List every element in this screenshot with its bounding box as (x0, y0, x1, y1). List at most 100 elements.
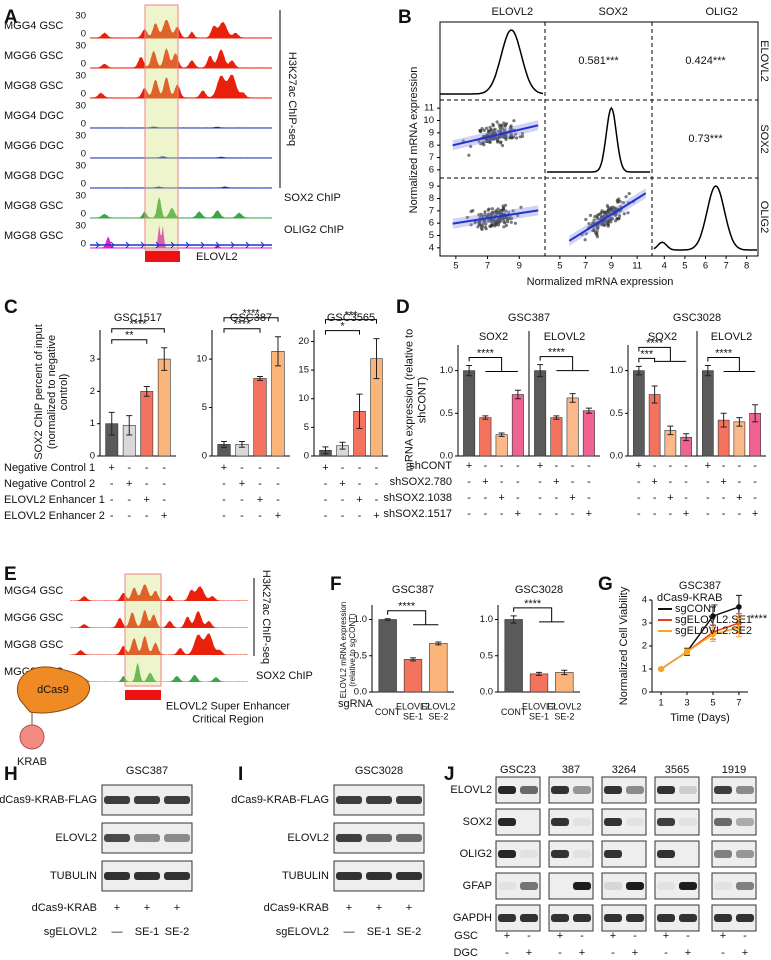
condition-sign: - (467, 476, 471, 488)
condition-sign: - (276, 462, 280, 474)
significance-bracket (539, 356, 589, 372)
scatter-point (490, 223, 494, 227)
scatter-point (481, 221, 485, 225)
scatter-point (621, 201, 626, 205)
y-tick-label: 6 (429, 164, 434, 175)
treatment-sign: + (685, 947, 691, 959)
condition-sign: + (161, 510, 167, 522)
scatter-point (485, 126, 489, 130)
x-tick-label: 5 (453, 261, 458, 272)
x-tick-label: 9 (517, 261, 522, 272)
track-max: 30 (75, 131, 86, 142)
y-tick-label: 5 (429, 230, 434, 241)
group-label: H3K27ac ChIP-seq (286, 52, 298, 146)
scatter-point (490, 207, 494, 211)
error-bar (221, 440, 227, 448)
band (498, 850, 516, 858)
band (498, 818, 516, 826)
scatter-point (503, 221, 507, 225)
track-max: 30 (75, 221, 86, 232)
condition-sign: - (516, 460, 520, 472)
band (396, 834, 422, 842)
scatter-point (511, 209, 515, 213)
condition-sign: - (722, 460, 726, 472)
gene-arrow (200, 241, 205, 249)
scatter-point (519, 205, 523, 209)
significance-bracket (387, 610, 439, 626)
y-tick-label: 9 (429, 181, 434, 192)
scatter-point (597, 213, 601, 217)
gene-arrow (230, 241, 235, 249)
scatter-point (584, 217, 588, 222)
gene-arrow (125, 241, 130, 249)
error-bar (585, 407, 592, 414)
y-tick-label: 0.0 (354, 687, 367, 698)
band (679, 786, 697, 794)
scatter-point (493, 136, 497, 140)
error-bar (275, 336, 281, 367)
blot-row-label: GFAP (463, 880, 492, 892)
condition-sign: - (722, 508, 726, 520)
condition-sign: - (571, 476, 575, 488)
band (657, 882, 675, 890)
error-bar (384, 618, 391, 621)
scatter-point (606, 205, 610, 209)
highlight (144, 4, 179, 251)
scatter-point (609, 216, 614, 220)
band (520, 882, 538, 890)
band (551, 914, 569, 922)
track-min: 0 (81, 29, 86, 40)
scatter-point (500, 143, 505, 148)
y-tick-label: 15 (298, 365, 309, 376)
condition-sign: - (341, 510, 345, 522)
blot-title: 387 (562, 764, 580, 776)
band (657, 914, 675, 922)
scatter-point (503, 128, 507, 132)
treatment-label: dCas9-KRAB (32, 902, 97, 914)
y-tick-label: 0.0 (440, 451, 453, 462)
band (104, 834, 130, 842)
band (573, 786, 591, 794)
scatter-point (516, 213, 520, 218)
track-signal (70, 584, 248, 601)
band (626, 914, 644, 922)
group-label: ELOVL2 (711, 331, 753, 343)
track-max: 30 (75, 161, 86, 172)
condition-sign: - (162, 462, 166, 474)
y-tick-label: 0 (304, 451, 309, 462)
column-gene: SOX2 (599, 6, 628, 18)
significance-label: **** (233, 319, 251, 331)
band (164, 796, 190, 804)
condition-sign: - (571, 508, 575, 520)
condition-sign: + (586, 508, 592, 520)
error-bar (108, 411, 115, 436)
track-signal (90, 48, 272, 68)
condition-sign: - (637, 508, 641, 520)
condition-sign: - (358, 478, 362, 490)
track-label: MGG8 GSC (4, 80, 63, 92)
condition-sign: + (651, 476, 657, 488)
chart-title: GSC3028 (515, 584, 563, 596)
scatter-point (600, 209, 604, 213)
significance-bracket (111, 339, 148, 344)
significance-label: **** (524, 598, 542, 610)
band (573, 882, 591, 890)
y-tick-label: 11 (424, 103, 434, 114)
condition-sign: - (162, 494, 166, 506)
band (736, 818, 754, 826)
bar (271, 351, 285, 457)
x-tick-label: ELOVL2 SE-2 (421, 701, 456, 722)
error-bar (373, 338, 380, 380)
blot-row-label: GAPDH (453, 912, 492, 924)
scatter-point (587, 222, 591, 226)
condition-sign: - (669, 476, 673, 488)
bar (529, 673, 549, 693)
bar (702, 370, 714, 457)
x-tick-label: 7 (736, 698, 741, 709)
blot-title: 3565 (665, 764, 689, 776)
y-axis-label: SOX2 ChIP percent of input (normalized t… (33, 324, 71, 460)
row-gene: SOX2 (758, 124, 770, 153)
error-bar (498, 432, 505, 437)
scatter-point (583, 238, 587, 242)
